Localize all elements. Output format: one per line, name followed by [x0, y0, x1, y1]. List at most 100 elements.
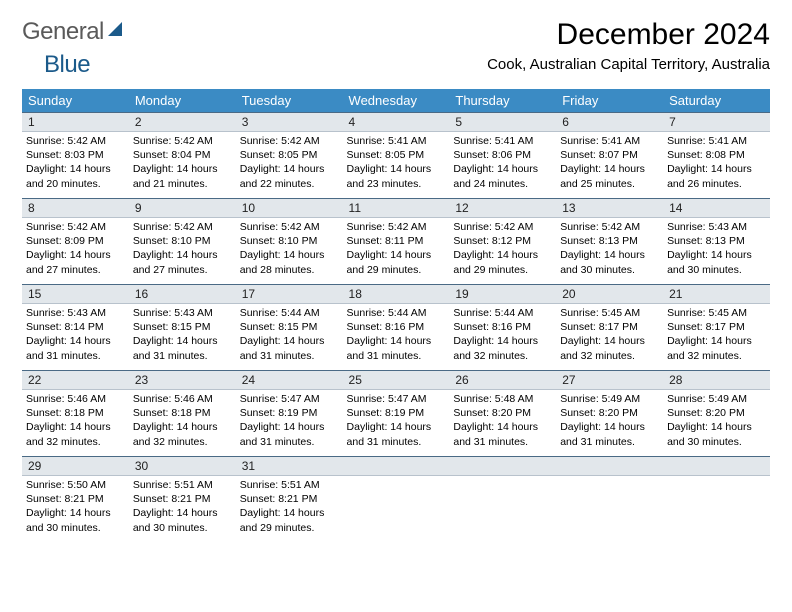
day-number-bar: .	[556, 456, 663, 476]
calendar-cell: 19Sunrise: 5:44 AMSunset: 8:16 PMDayligh…	[449, 284, 556, 370]
day-details: Sunrise: 5:49 AMSunset: 8:20 PMDaylight:…	[556, 390, 663, 449]
day-number: 16	[135, 287, 148, 301]
day-number: 1	[28, 115, 35, 129]
calendar-row: 22 Sunrise: 5:46 AMSunset: 8:18 PMDayligh…	[22, 370, 770, 456]
day-details: Sunrise: 5:42 AMSunset: 8:09 PMDaylight:…	[22, 218, 129, 277]
calendar-cell: 20 Sunrise: 5:45 AMSunset: 8:17 PMDayligh…	[556, 284, 663, 370]
day-number: 26	[455, 373, 468, 387]
calendar-cell: .	[449, 456, 556, 542]
day-number-bar: 6	[556, 112, 663, 132]
day-number-bar: .	[663, 456, 770, 476]
calendar-cell: 4Sunrise: 5:41 AMSunset: 8:05 PMDaylight…	[343, 112, 450, 198]
calendar-cell: 1 Sunrise: 5:42 AMSunset: 8:03 PMDaylight…	[22, 112, 129, 198]
calendar-cell: 25Sunrise: 5:47 AMSunset: 8:19 PMDayligh…	[343, 370, 450, 456]
day-number-bar: 18	[343, 284, 450, 304]
calendar-cell: 5 Sunrise: 5:41 AMSunset: 8:06 PMDaylight…	[449, 112, 556, 198]
day-number-bar: 9	[129, 198, 236, 218]
calendar-cell: 7Sunrise: 5:41 AMSunset: 8:08 PMDaylight…	[663, 112, 770, 198]
calendar-cell: 31Sunrise: 5:51 AMSunset: 8:21 PMDayligh…	[236, 456, 343, 542]
weekday-header: Tuesday	[236, 89, 343, 112]
day-details: Sunrise: 5:42 AMSunset: 8:11 PMDaylight:…	[343, 218, 450, 277]
day-number-bar: 1	[22, 112, 129, 132]
day-number: 22	[28, 373, 41, 387]
weekday-header: Thursday	[449, 89, 556, 112]
calendar-cell: 23Sunrise: 5:46 AMSunset: 8:18 PMDayligh…	[129, 370, 236, 456]
calendar-table: Sunday Monday Tuesday Wednesday Thursday…	[22, 89, 770, 542]
day-number: 15	[28, 287, 41, 301]
day-details: Sunrise: 5:51 AMSunset: 8:21 PMDaylight:…	[236, 476, 343, 535]
day-number: 4	[349, 115, 356, 129]
day-details: Sunrise: 5:47 AMSunset: 8:19 PMDaylight:…	[343, 390, 450, 449]
day-number-bar: 29	[22, 456, 129, 476]
day-number-bar: 22	[22, 370, 129, 390]
day-number-bar: 3	[236, 112, 343, 132]
calendar-row: 8Sunrise: 5:42 AMSunset: 8:09 PMDaylight…	[22, 198, 770, 284]
day-details: Sunrise: 5:44 AMSunset: 8:16 PMDaylight:…	[343, 304, 450, 363]
day-number-bar: 24	[236, 370, 343, 390]
day-details: Sunrise: 5:48 AMSunset: 8:20 PMDaylight:…	[449, 390, 556, 449]
day-number-bar: 27	[556, 370, 663, 390]
day-number-bar: 21	[663, 284, 770, 304]
calendar-row: 29 Sunrise: 5:50 AMSunset: 8:21 PMDayligh…	[22, 456, 770, 542]
day-number-bar: 20	[556, 284, 663, 304]
day-number: 11	[349, 201, 361, 215]
title-block: December 2024 Cook, Australian Capital T…	[487, 18, 770, 73]
weekday-header: Sunday	[22, 89, 129, 112]
day-number: 27	[562, 373, 575, 387]
day-details: Sunrise: 5:43 AMSunset: 8:14 PMDaylight:…	[22, 304, 129, 363]
weekday-header: Monday	[129, 89, 236, 112]
weekday-header-row: Sunday Monday Tuesday Wednesday Thursday…	[22, 89, 770, 112]
day-details: Sunrise: 5:45 AMSunset: 8:17 PMDaylight:…	[663, 304, 770, 363]
day-number: 30	[135, 459, 148, 473]
day-details: Sunrise: 5:41 AMSunset: 8:08 PMDaylight:…	[663, 132, 770, 191]
calendar-row: 15 Sunrise: 5:43 AMSunset: 8:14 PMDayligh…	[22, 284, 770, 370]
sail-icon	[106, 20, 126, 40]
brand-part1: General	[22, 18, 104, 46]
calendar-cell: .	[343, 456, 450, 542]
day-number-bar: 17	[236, 284, 343, 304]
location-text: Cook, Australian Capital Territory, Aust…	[487, 56, 770, 73]
day-details: Sunrise: 5:42 AMSunset: 8:13 PMDaylight:…	[556, 218, 663, 277]
calendar-cell: 10Sunrise: 5:42 AMSunset: 8:10 PMDayligh…	[236, 198, 343, 284]
day-details: Sunrise: 5:46 AMSunset: 8:18 PMDaylight:…	[22, 390, 129, 449]
day-number-bar: 5	[449, 112, 556, 132]
day-details: Sunrise: 5:41 AMSunset: 8:06 PMDaylight:…	[449, 132, 556, 191]
day-number: 23	[135, 373, 148, 387]
weekday-header: Friday	[556, 89, 663, 112]
calendar-cell: 29 Sunrise: 5:50 AMSunset: 8:21 PMDayligh…	[22, 456, 129, 542]
calendar-cell: 13Sunrise: 5:42 AMSunset: 8:13 PMDayligh…	[556, 198, 663, 284]
day-number-bar: 14	[663, 198, 770, 218]
day-number-bar: 2	[129, 112, 236, 132]
day-number: 20	[562, 287, 575, 301]
day-details: Sunrise: 5:44 AMSunset: 8:16 PMDaylight:…	[449, 304, 556, 363]
calendar-cell: 12Sunrise: 5:42 AMSunset: 8:12 PMDayligh…	[449, 198, 556, 284]
day-details: Sunrise: 5:42 AMSunset: 8:10 PMDaylight:…	[236, 218, 343, 277]
calendar-cell: 15 Sunrise: 5:43 AMSunset: 8:14 PMDayligh…	[22, 284, 129, 370]
calendar-cell: 18Sunrise: 5:44 AMSunset: 8:16 PMDayligh…	[343, 284, 450, 370]
calendar-cell: 30 Sunrise: 5:51 AMSunset: 8:21 PMDayligh…	[129, 456, 236, 542]
weekday-header: Wednesday	[343, 89, 450, 112]
day-number: 6	[562, 115, 569, 129]
calendar-cell: 6Sunrise: 5:41 AMSunset: 8:07 PMDaylight…	[556, 112, 663, 198]
day-number: 24	[242, 373, 255, 387]
day-details: Sunrise: 5:51 AMSunset: 8:21 PMDaylight:…	[129, 476, 236, 535]
calendar-cell: 22 Sunrise: 5:46 AMSunset: 8:18 PMDayligh…	[22, 370, 129, 456]
calendar-cell: 21Sunrise: 5:45 AMSunset: 8:17 PMDayligh…	[663, 284, 770, 370]
day-details: Sunrise: 5:47 AMSunset: 8:19 PMDaylight:…	[236, 390, 343, 449]
day-number: 17	[242, 287, 255, 301]
month-title: December 2024	[487, 18, 770, 52]
day-number-bar: 12	[449, 198, 556, 218]
day-number: 29	[28, 459, 41, 473]
calendar-cell: 28Sunrise: 5:49 AMSunset: 8:20 PMDayligh…	[663, 370, 770, 456]
day-details: Sunrise: 5:45 AMSunset: 8:17 PMDaylight:…	[556, 304, 663, 363]
brand-logo: General	[22, 18, 126, 46]
day-number: 5	[455, 115, 462, 129]
day-details: Sunrise: 5:50 AMSunset: 8:21 PMDaylight:…	[22, 476, 129, 535]
day-details: Sunrise: 5:42 AMSunset: 8:12 PMDaylight:…	[449, 218, 556, 277]
day-details: Sunrise: 5:42 AMSunset: 8:03 PMDaylight:…	[22, 132, 129, 191]
day-number-bar: 31	[236, 456, 343, 476]
calendar-cell: 17Sunrise: 5:44 AMSunset: 8:15 PMDayligh…	[236, 284, 343, 370]
day-number: 3	[242, 115, 249, 129]
day-number-bar: 8	[22, 198, 129, 218]
day-number-bar: .	[343, 456, 450, 476]
